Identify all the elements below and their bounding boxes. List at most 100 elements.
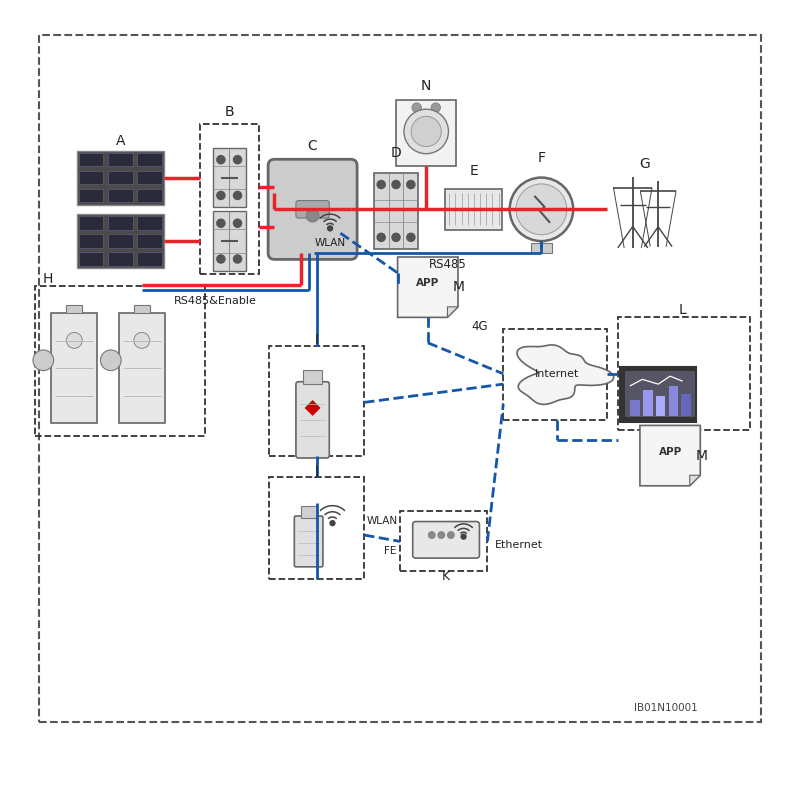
Text: APP: APP: [658, 446, 682, 457]
Text: A: A: [116, 134, 125, 148]
Circle shape: [460, 534, 466, 540]
Text: M: M: [453, 280, 465, 294]
FancyBboxPatch shape: [268, 159, 357, 259]
Bar: [374, 173, 418, 249]
Bar: [51, 314, 98, 423]
Circle shape: [447, 531, 455, 539]
FancyBboxPatch shape: [296, 382, 330, 458]
Text: D: D: [390, 146, 402, 160]
Bar: [77, 214, 164, 268]
FancyBboxPatch shape: [296, 201, 330, 218]
Bar: [301, 506, 317, 518]
Circle shape: [510, 178, 573, 241]
Circle shape: [306, 210, 319, 222]
Bar: [108, 153, 133, 166]
Bar: [79, 234, 103, 248]
Circle shape: [327, 226, 334, 231]
Bar: [446, 189, 502, 230]
Circle shape: [412, 103, 422, 113]
Circle shape: [406, 180, 416, 190]
Circle shape: [101, 350, 121, 370]
Polygon shape: [640, 426, 700, 486]
Polygon shape: [398, 257, 458, 318]
Bar: [269, 477, 364, 578]
Bar: [138, 171, 162, 184]
Bar: [134, 306, 150, 314]
Circle shape: [411, 116, 442, 146]
Text: G: G: [639, 157, 650, 171]
Bar: [643, 390, 653, 416]
Text: N: N: [421, 79, 431, 93]
Circle shape: [134, 333, 150, 348]
Circle shape: [66, 333, 82, 348]
Circle shape: [233, 254, 242, 264]
Bar: [108, 217, 133, 230]
Text: WLAN: WLAN: [314, 238, 346, 249]
Circle shape: [233, 190, 242, 200]
Bar: [77, 150, 164, 205]
Bar: [400, 511, 487, 571]
Circle shape: [330, 520, 336, 526]
Text: K: K: [442, 570, 450, 583]
Polygon shape: [690, 475, 700, 486]
Bar: [503, 329, 606, 420]
Text: H: H: [43, 272, 54, 286]
Text: C: C: [308, 138, 318, 153]
Circle shape: [233, 218, 242, 228]
Bar: [138, 253, 162, 266]
Circle shape: [516, 184, 567, 234]
Bar: [682, 394, 690, 416]
Circle shape: [377, 180, 386, 190]
Circle shape: [233, 155, 242, 165]
Text: FE: FE: [384, 546, 397, 556]
Text: IB01N10001: IB01N10001: [634, 703, 698, 714]
Bar: [269, 346, 364, 456]
Bar: [108, 189, 133, 202]
Polygon shape: [447, 307, 458, 318]
Bar: [108, 253, 133, 266]
Circle shape: [216, 218, 226, 228]
Text: B: B: [224, 106, 234, 119]
Bar: [213, 148, 246, 207]
Circle shape: [406, 233, 416, 242]
Bar: [620, 366, 696, 422]
FancyBboxPatch shape: [294, 516, 323, 567]
Circle shape: [391, 180, 401, 190]
Bar: [618, 317, 750, 430]
Bar: [79, 189, 103, 202]
Text: L: L: [678, 303, 686, 318]
Bar: [396, 101, 457, 166]
Bar: [531, 242, 552, 253]
Text: RS485&Enable: RS485&Enable: [174, 296, 257, 306]
Bar: [138, 234, 162, 248]
Text: J: J: [314, 464, 318, 478]
Bar: [625, 371, 694, 418]
Bar: [138, 217, 162, 230]
Circle shape: [431, 103, 441, 113]
Bar: [34, 286, 206, 436]
Bar: [656, 396, 666, 416]
Bar: [138, 153, 162, 166]
Bar: [630, 400, 640, 416]
Circle shape: [33, 350, 54, 370]
Circle shape: [404, 110, 449, 154]
Circle shape: [438, 531, 446, 539]
Bar: [669, 386, 678, 416]
Polygon shape: [305, 400, 321, 416]
Bar: [108, 234, 133, 248]
Circle shape: [391, 233, 401, 242]
Bar: [66, 306, 82, 314]
Circle shape: [216, 155, 226, 165]
Circle shape: [377, 233, 386, 242]
Text: F: F: [538, 150, 546, 165]
Bar: [38, 34, 762, 722]
Bar: [303, 370, 322, 384]
Bar: [79, 217, 103, 230]
Bar: [79, 153, 103, 166]
Polygon shape: [517, 345, 614, 404]
Bar: [213, 211, 246, 271]
Bar: [79, 171, 103, 184]
Bar: [79, 253, 103, 266]
Circle shape: [216, 254, 226, 264]
Text: Ethernet: Ethernet: [495, 539, 543, 550]
